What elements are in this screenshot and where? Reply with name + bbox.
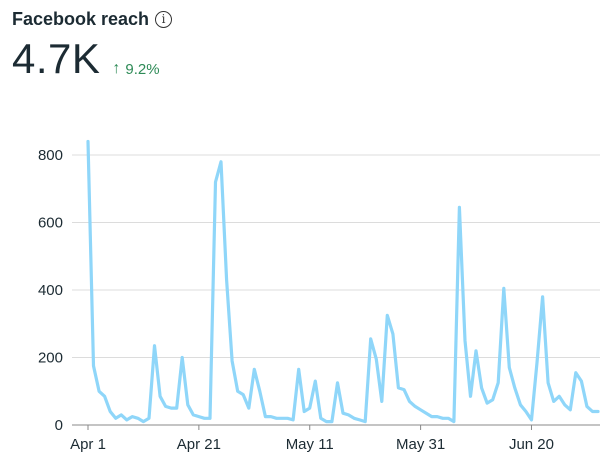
series-line [86,139,600,424]
arrow-up-icon: ↑ [112,60,121,77]
y-axis-ticks: 0 200 400 600 800 [38,147,63,434]
metric-value: 4.7K [12,35,101,82]
x-axis-ticks: Apr 1 Apr 21 May 11 May 31 Jun 20 [70,425,554,453]
title-row: Facebook reach i [12,6,597,32]
metric-row: 4.7K ↑ 9.2% [12,36,597,82]
x-tick-label: May 31 [396,436,445,453]
grid-lines [72,154,600,426]
chart-title: Facebook reach [12,8,150,29]
y-tick-label: 200 [38,350,63,367]
y-tick-label: 400 [38,282,63,299]
y-tick-label: 800 [38,147,63,164]
y-tick-label: 0 [55,417,63,434]
info-icon[interactable]: i [155,10,173,28]
x-tick-label: Apr 1 [70,436,106,453]
x-tick-label: May 11 [286,436,334,453]
x-tick-label: Apr 21 [177,436,221,453]
change-value: 9.2% [125,60,160,78]
x-tick-label: Jun 20 [509,436,554,453]
chart-header: Facebook reach i 4.7K ↑ 9.2% [12,6,597,82]
y-tick-label: 600 [38,215,63,232]
change-indicator: ↑ 9.2% [112,60,159,78]
